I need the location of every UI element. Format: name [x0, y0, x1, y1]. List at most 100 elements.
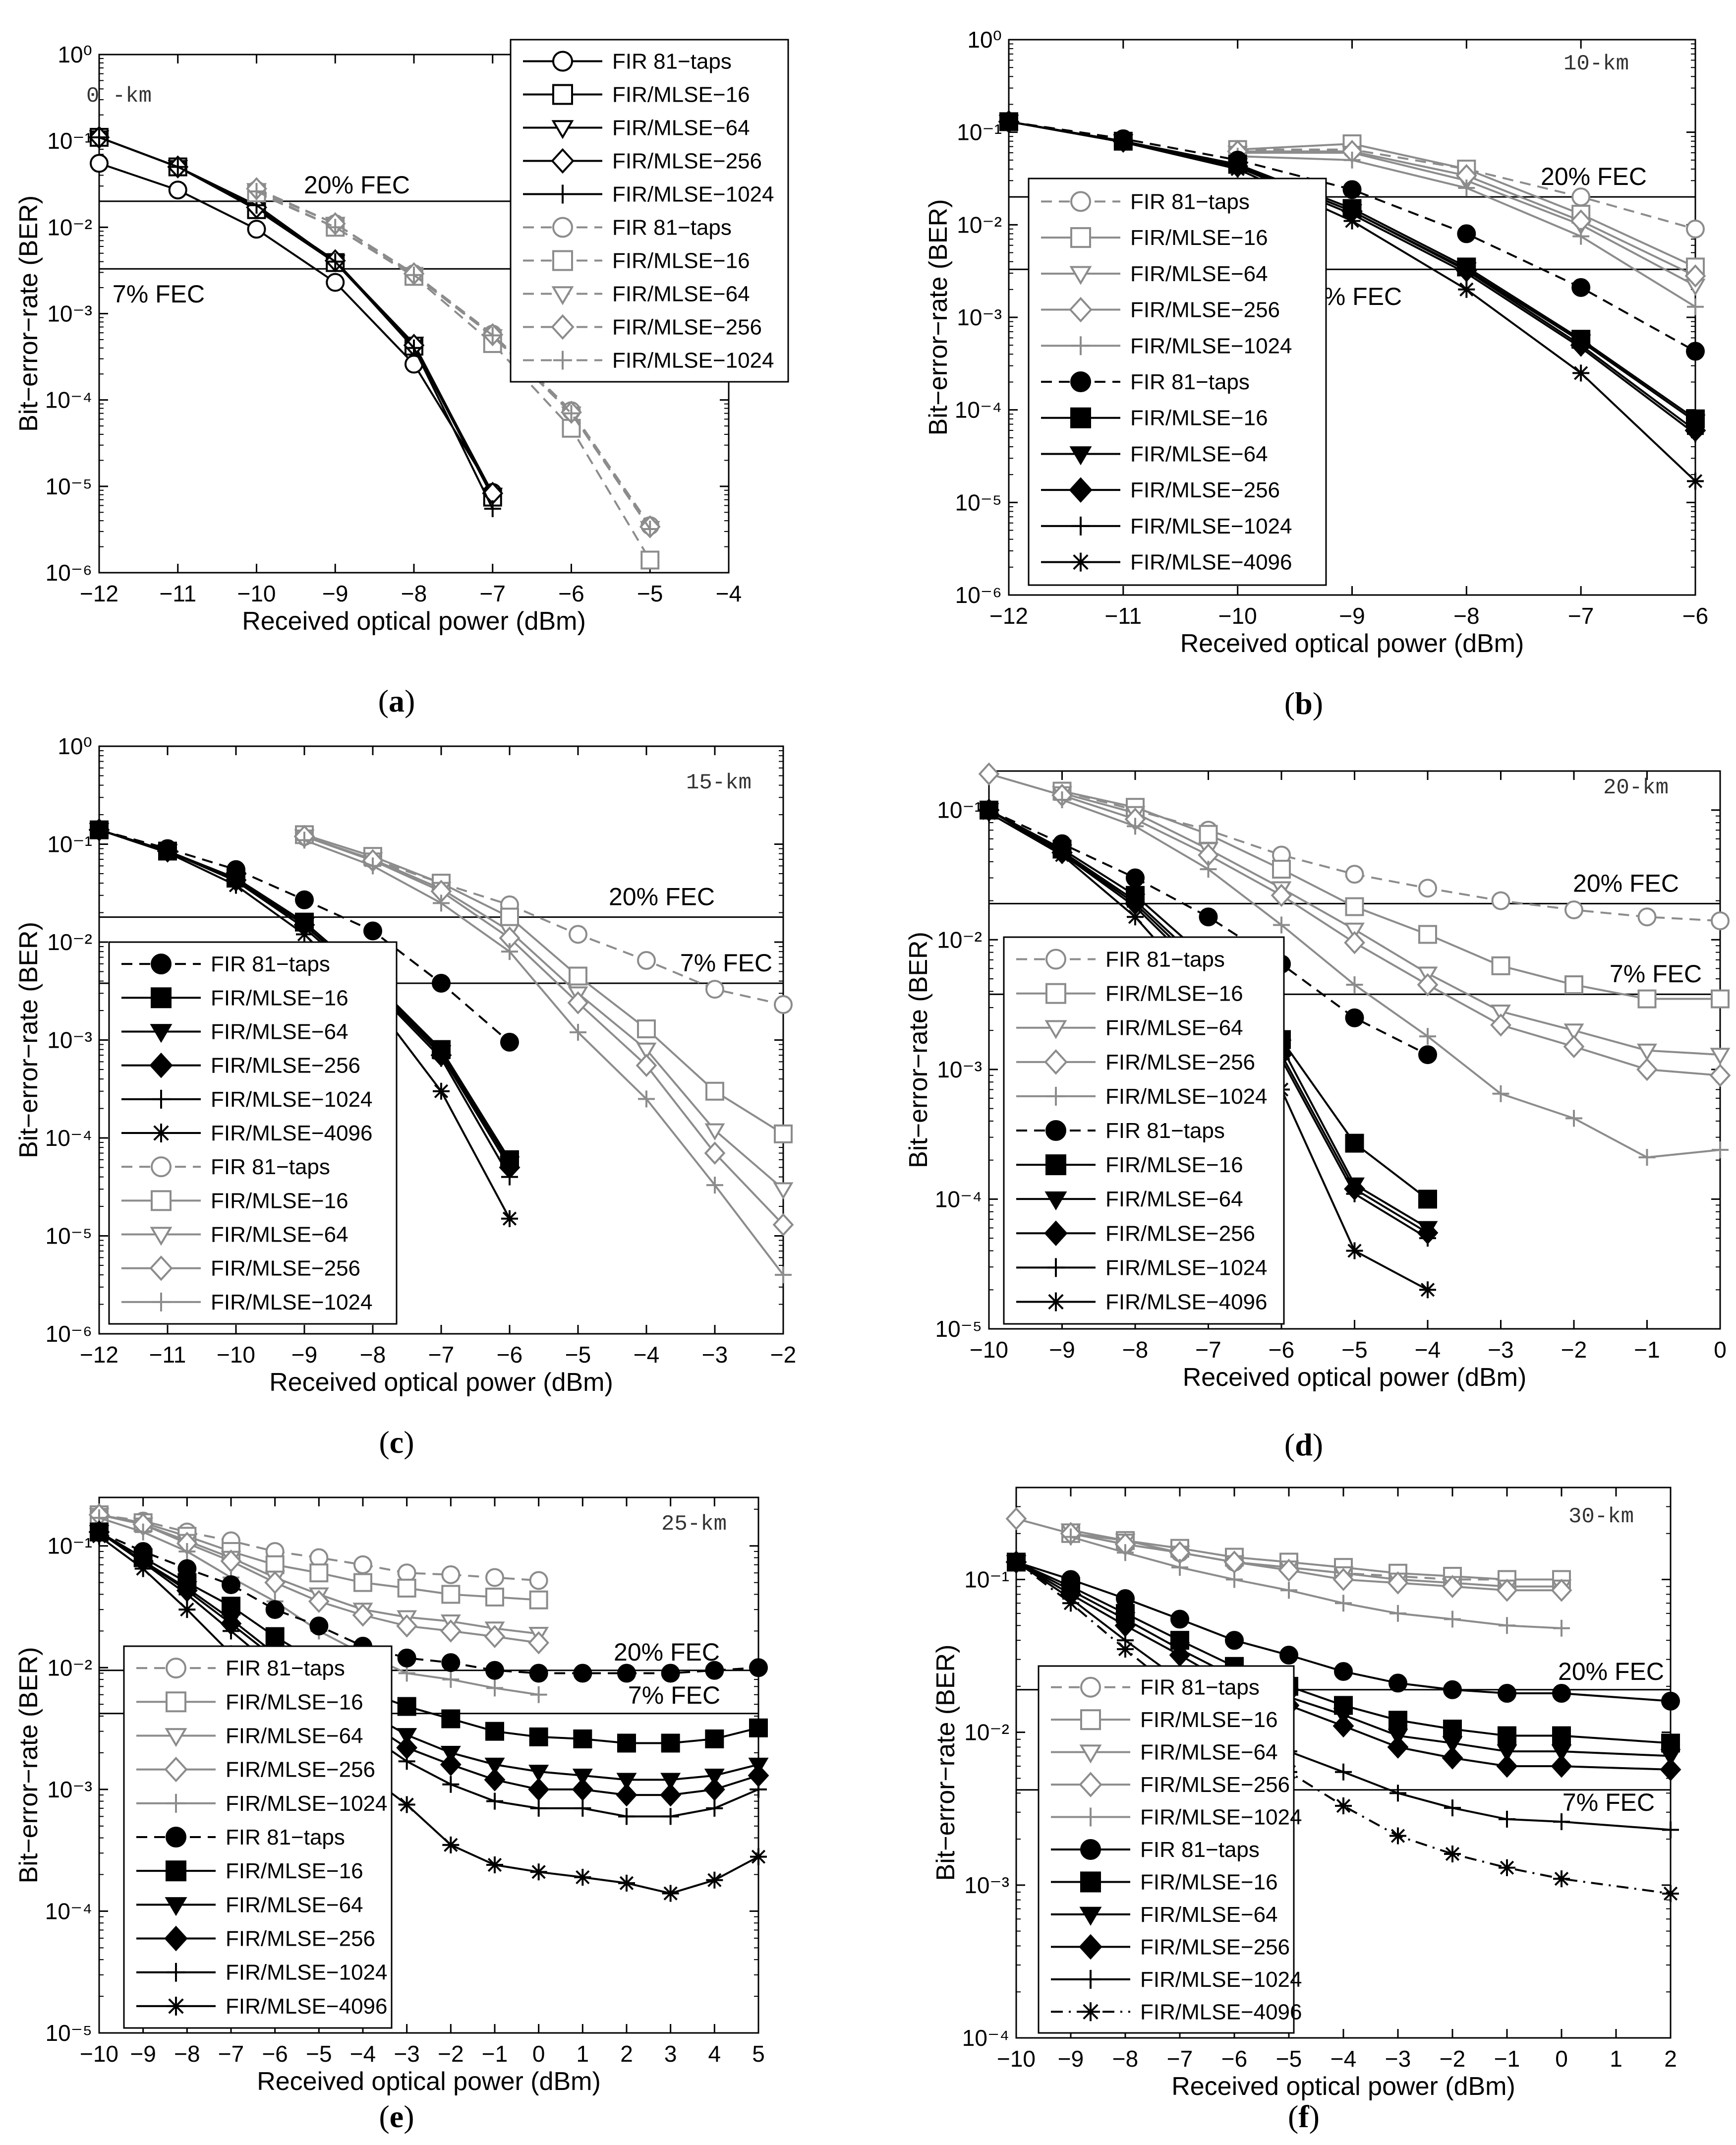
data-point [1069, 266, 1092, 285]
data-point [1343, 151, 1361, 169]
data-point [772, 1213, 794, 1237]
x-tick-label: −4 [716, 581, 742, 606]
x-axis-label: Received optical power (dBm) [1171, 2072, 1515, 2101]
data-point [151, 987, 172, 1009]
legend-entry: FIR/MLSE−64 [226, 1893, 363, 1917]
y-tick-label: 10⁻⁵ [935, 1316, 982, 1342]
x-tick-label: −9 [130, 2041, 156, 2067]
data-point [1345, 1008, 1364, 1027]
data-point [1069, 297, 1093, 323]
legend-entry: FIR 81−taps [211, 952, 330, 976]
data-point [1662, 1821, 1679, 1839]
data-point [397, 1578, 416, 1598]
data-point [500, 1032, 519, 1052]
data-point [1498, 1726, 1516, 1745]
legend-entry: FIR/MLSE−256 [211, 1054, 360, 1078]
y-tick-label: 10⁻³ [937, 1057, 982, 1082]
x-tick-label: −8 [401, 581, 427, 606]
data-point [1565, 1110, 1582, 1127]
y-tick-label: 10⁻¹ [47, 1533, 92, 1559]
caption-part: ( [379, 2099, 389, 2134]
legend-entry: FIR/MLSE−256 [1130, 298, 1280, 322]
legend-entry: FIR/MLSE−256 [226, 1927, 375, 1951]
legend-entry: FIR/MLSE−64 [1140, 1740, 1278, 1765]
data-point [1126, 868, 1145, 888]
x-axis-label: Received optical power (dBm) [257, 2067, 601, 2096]
legend-entry: FIR/MLSE−256 [1130, 478, 1280, 502]
data-point [1046, 1258, 1065, 1277]
series-line [304, 835, 784, 1226]
data-point [704, 1141, 726, 1165]
data-point [749, 1658, 768, 1677]
series-line [1015, 1561, 1671, 1831]
data-point [573, 1664, 592, 1683]
y-tick-label: 10⁻¹ [957, 119, 1002, 145]
legend-entry: FIR 81−taps [1105, 1119, 1225, 1143]
data-point [442, 1776, 460, 1793]
data-point [551, 148, 575, 174]
y-tick-label: 10⁻² [957, 212, 1002, 238]
data-point [706, 1177, 723, 1194]
fec20-label: 20% FEC [304, 171, 410, 199]
data-point [397, 1697, 416, 1716]
x-tick-label: −2 [770, 1342, 796, 1368]
y-tick-label: 10⁰ [58, 42, 92, 67]
data-point [1553, 1813, 1570, 1830]
series-line [99, 162, 494, 493]
legend-entry: FIR/MLSE−1024 [1105, 1255, 1268, 1280]
data-point [981, 804, 997, 822]
x-tick-label: −4 [1331, 2046, 1356, 2072]
x-tick-label: −6 [497, 1342, 522, 1368]
data-point [484, 327, 501, 344]
data-point [1046, 1086, 1065, 1106]
data-point [484, 1768, 506, 1791]
data-point [662, 1808, 679, 1825]
data-point [529, 1571, 548, 1590]
legend-entry: FIR/MLSE−16 [211, 986, 348, 1010]
x-tick-label: −6 [1221, 2046, 1247, 2072]
data-point [169, 158, 186, 176]
x-tick-label: −8 [1453, 603, 1479, 629]
series-line [1070, 1532, 1562, 1581]
data-point [636, 1042, 657, 1060]
data-point [1419, 1230, 1436, 1247]
legend-entry: FIR/MLSE−1024 [612, 349, 774, 373]
caption-part: ) [1313, 1427, 1323, 1462]
data-point [1457, 224, 1476, 243]
legend-entry: FIR/MLSE−64 [612, 116, 750, 140]
data-point [1572, 364, 1590, 382]
legend-entry: FIR 81−taps [211, 1155, 330, 1179]
data-point [1687, 473, 1704, 490]
data-point [1442, 1736, 1463, 1754]
data-point [228, 877, 244, 894]
data-point [641, 521, 659, 538]
data-point [1564, 900, 1583, 920]
legend-entry: FIR/MLSE−1024 [226, 1961, 388, 1985]
data-point [440, 1753, 462, 1777]
data-point [636, 1054, 657, 1077]
y-tick-label: 10⁻¹ [47, 128, 92, 154]
data-point [1345, 865, 1364, 884]
data-point [567, 991, 589, 1014]
data-point [1571, 187, 1591, 207]
data-point [500, 907, 519, 927]
data-point [530, 1799, 547, 1817]
legend-entry: FIR/MLSE−256 [1140, 1773, 1290, 1797]
legend-entry: FIR/MLSE−16 [226, 1859, 363, 1883]
data-point [164, 1925, 188, 1952]
data-point [618, 1808, 635, 1825]
data-point [704, 1768, 725, 1786]
data-point [485, 1722, 504, 1741]
data-point [529, 1664, 548, 1683]
y-tick-label: 10⁻¹ [964, 1567, 1009, 1593]
series-line [1070, 1532, 1562, 1581]
data-point [572, 1768, 593, 1786]
data-point [1660, 1758, 1681, 1782]
data-point [553, 351, 572, 370]
legend-entry: FIR 81−taps [1105, 948, 1225, 972]
data-point [1564, 975, 1583, 995]
data-point [530, 1863, 547, 1881]
data-point [1572, 228, 1590, 245]
y-tick-label: 10⁻⁵ [45, 474, 92, 499]
data-point [1335, 1595, 1352, 1612]
